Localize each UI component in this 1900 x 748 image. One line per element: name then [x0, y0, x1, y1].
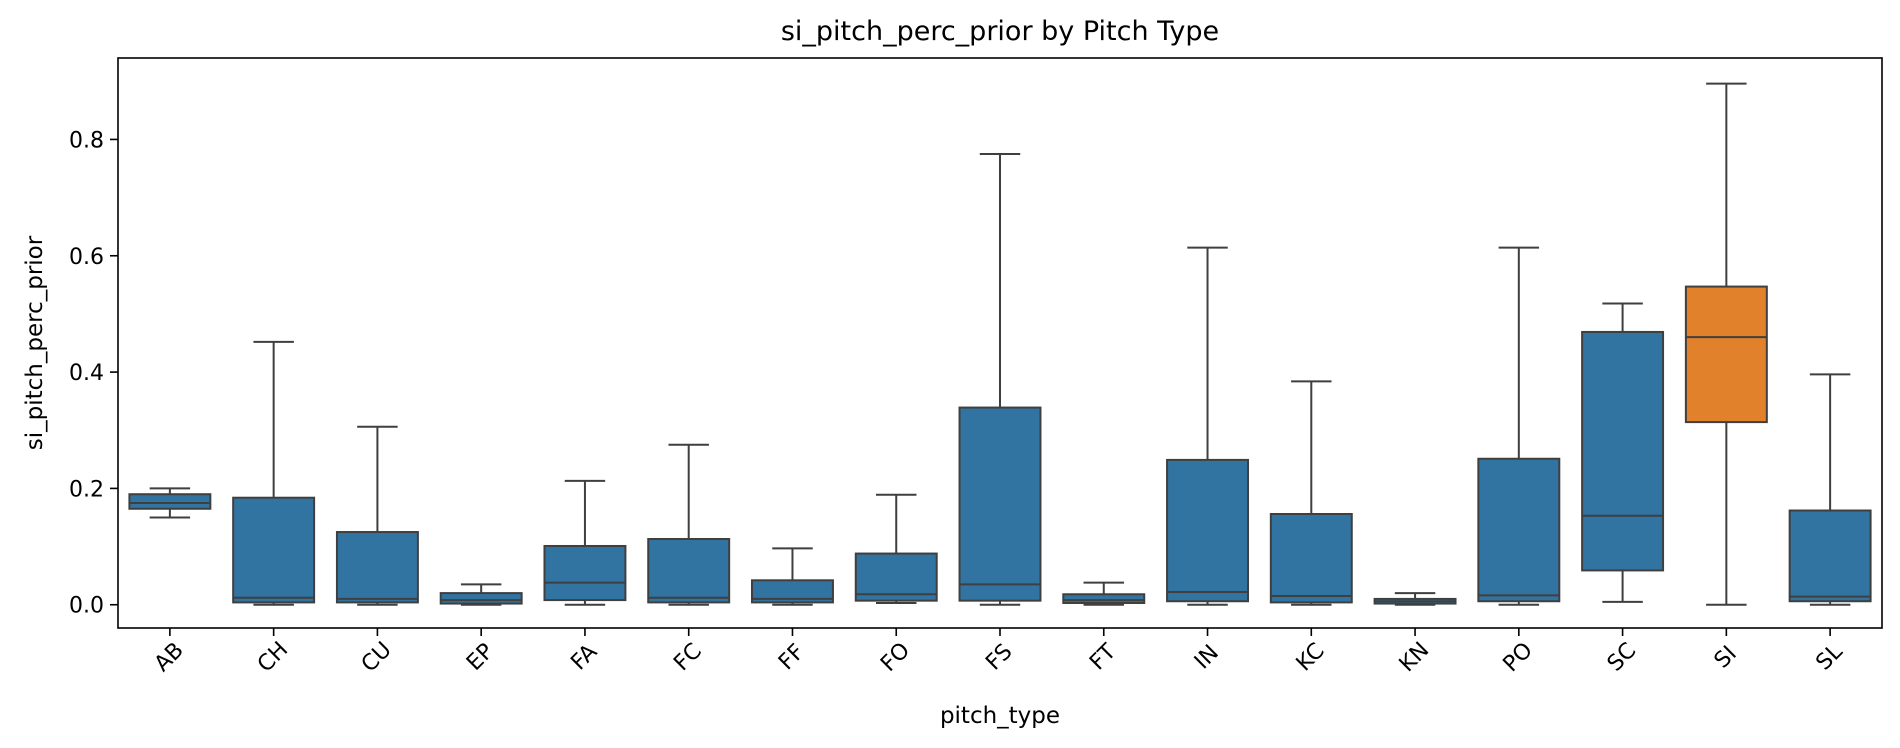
x-tick-label: KC — [1292, 638, 1330, 676]
y-axis: 0.0 0.2 0.4 0.6 0.8 — [69, 128, 118, 619]
box-ch — [232, 340, 316, 606]
iqr-box-fc — [647, 538, 731, 604]
box-fc — [647, 443, 731, 606]
box-ff — [751, 547, 834, 606]
iqr-box-sl — [1788, 509, 1872, 603]
x-tick-label: FT — [1085, 639, 1121, 675]
box-sl — [1788, 373, 1872, 606]
box-in — [1166, 246, 1249, 606]
iqr-box-fs — [958, 406, 1042, 602]
iqr-box-sc — [1581, 330, 1665, 572]
x-tick-label: FA — [566, 639, 602, 675]
x-tick-label: FO — [876, 638, 915, 677]
y-tick-label: 0.6 — [69, 245, 104, 270]
box-cu — [335, 425, 419, 606]
x-tick-label: CU — [357, 637, 397, 677]
iqr-box-fo — [854, 552, 938, 602]
iqr-box-kc — [1269, 513, 1353, 604]
x-tick-label: PO — [1499, 638, 1538, 677]
box-fa — [543, 479, 627, 606]
x-tick-label: FF — [774, 640, 810, 676]
box-kc — [1269, 380, 1353, 606]
iqr-box-cu — [335, 531, 419, 604]
box-fs — [958, 152, 1042, 606]
iqr-box-ff — [751, 579, 834, 604]
x-tick-label: AB — [150, 638, 189, 677]
iqr-box-fa — [543, 544, 627, 602]
y-tick-label: 0.2 — [69, 477, 104, 502]
iqr-box-ep — [439, 592, 523, 605]
box-sc — [1581, 302, 1665, 603]
iqr-box-ch — [232, 496, 316, 604]
box-kn — [1373, 592, 1457, 606]
x-tick-label: SI — [1710, 641, 1742, 673]
x-tick-label: SC — [1603, 638, 1641, 676]
iqr-box-po — [1477, 457, 1561, 603]
box-si — [1684, 82, 1768, 606]
x-tick-label: EP — [462, 639, 499, 676]
x-axis-label: pitch_type — [940, 703, 1060, 729]
x-tick-label: IN — [1190, 640, 1224, 674]
iqr-box-ab — [128, 493, 212, 510]
chart-title: si_pitch_perc_prior by Pitch Type — [781, 16, 1219, 47]
y-tick-label: 0.0 — [69, 594, 104, 619]
x-tick-label: FC — [669, 639, 706, 676]
x-tick-label: SL — [1811, 639, 1848, 676]
x-axis: AB CH CU EP FA FC FF FO FS FT IN KC KN PO SC SI SL — [150, 628, 1848, 678]
y-tick-label: 0.4 — [69, 361, 104, 386]
iqr-box-si — [1684, 285, 1768, 424]
x-tick-label: CH — [253, 637, 293, 677]
x-tick-label: KN — [1395, 638, 1435, 678]
iqr-box-ft — [1062, 593, 1146, 604]
x-tick-label: FS — [981, 639, 1017, 675]
plot-marks — [128, 82, 1872, 606]
y-axis-label: si_pitch_perc_prior — [22, 235, 48, 450]
box-po — [1477, 246, 1561, 606]
iqr-box-in — [1166, 458, 1249, 603]
box-ep — [439, 583, 523, 606]
box-fo — [854, 493, 938, 604]
y-tick-label: 0.8 — [69, 128, 104, 153]
box-ab — [128, 487, 212, 519]
box-ft — [1062, 581, 1146, 606]
